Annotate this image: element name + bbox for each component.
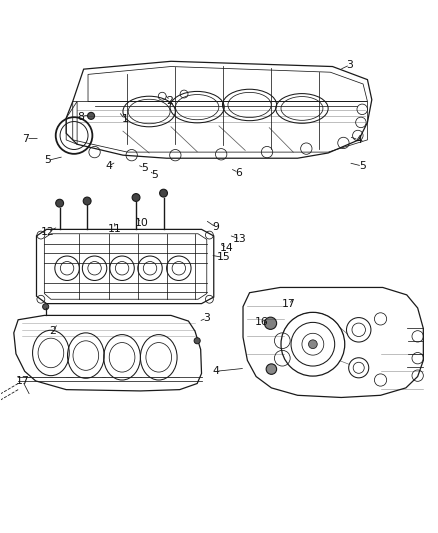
Text: 5: 5 xyxy=(359,161,366,171)
Circle shape xyxy=(266,364,277,374)
Text: 10: 10 xyxy=(134,218,148,228)
Text: 3: 3 xyxy=(346,60,353,70)
Circle shape xyxy=(132,193,140,201)
Text: 15: 15 xyxy=(216,252,230,262)
Circle shape xyxy=(88,112,95,119)
Text: 12: 12 xyxy=(41,227,55,237)
Text: 5: 5 xyxy=(44,156,51,165)
Text: 13: 13 xyxy=(233,234,247,244)
Text: 1: 1 xyxy=(122,115,129,124)
Text: 16: 16 xyxy=(255,317,268,327)
Text: 4: 4 xyxy=(105,161,112,171)
Text: 2: 2 xyxy=(49,326,56,336)
Text: 4: 4 xyxy=(355,135,362,145)
Text: 17: 17 xyxy=(16,376,29,386)
Text: 11: 11 xyxy=(108,224,122,234)
Text: 17: 17 xyxy=(282,300,296,310)
Text: 5: 5 xyxy=(151,170,158,180)
Text: 14: 14 xyxy=(220,243,234,253)
Text: 5: 5 xyxy=(141,163,148,173)
Text: 6: 6 xyxy=(235,168,242,177)
Text: 2: 2 xyxy=(167,95,173,106)
Circle shape xyxy=(83,197,91,205)
Text: 3: 3 xyxy=(203,313,210,323)
Circle shape xyxy=(194,338,200,344)
Text: 4: 4 xyxy=(212,366,219,376)
Text: 7: 7 xyxy=(23,134,29,143)
Circle shape xyxy=(56,199,64,207)
Circle shape xyxy=(265,317,277,329)
Circle shape xyxy=(308,340,317,349)
Circle shape xyxy=(42,304,49,310)
Text: 9: 9 xyxy=(212,222,219,232)
Text: 8: 8 xyxy=(77,112,84,122)
Circle shape xyxy=(159,189,167,197)
